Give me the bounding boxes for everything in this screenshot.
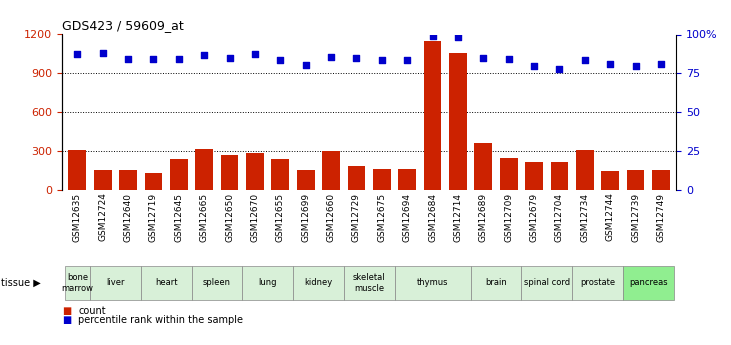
Text: spleen: spleen xyxy=(203,278,231,287)
Point xyxy=(553,67,565,72)
Point xyxy=(275,58,287,63)
Point xyxy=(72,51,83,57)
Text: brain: brain xyxy=(485,278,507,287)
Text: count: count xyxy=(78,306,106,316)
Point xyxy=(655,61,667,66)
Text: ■: ■ xyxy=(62,306,72,316)
Point xyxy=(529,63,540,68)
Bar xyxy=(170,159,188,190)
Text: tissue ▶: tissue ▶ xyxy=(1,278,40,288)
Bar xyxy=(626,170,645,190)
Text: percentile rank within the sample: percentile rank within the sample xyxy=(78,315,243,325)
Point xyxy=(325,55,337,60)
Bar xyxy=(119,170,137,190)
Point xyxy=(629,63,641,68)
Bar xyxy=(271,159,289,190)
Bar xyxy=(525,162,543,190)
Bar xyxy=(246,153,264,190)
Point xyxy=(579,58,591,63)
Bar xyxy=(347,167,366,190)
Bar xyxy=(449,52,467,190)
Point xyxy=(452,34,463,40)
Bar xyxy=(221,156,238,190)
Bar xyxy=(398,169,416,190)
Bar xyxy=(94,170,112,190)
Point xyxy=(122,56,134,62)
Text: pancreas: pancreas xyxy=(629,278,667,287)
Point xyxy=(198,52,210,58)
Bar xyxy=(500,158,518,190)
Point xyxy=(224,55,235,61)
Bar xyxy=(297,170,314,190)
Text: bone
marrow: bone marrow xyxy=(61,273,94,293)
Bar xyxy=(373,169,391,190)
Text: spinal cord: spinal cord xyxy=(523,278,570,287)
Bar xyxy=(424,41,442,190)
Bar xyxy=(474,143,492,190)
Text: lung: lung xyxy=(259,278,277,287)
Text: heart: heart xyxy=(155,278,178,287)
Point xyxy=(97,50,109,55)
Point xyxy=(401,58,413,63)
Text: liver: liver xyxy=(106,278,125,287)
Bar xyxy=(550,162,568,190)
Point xyxy=(605,61,616,67)
Text: prostate: prostate xyxy=(580,278,615,287)
Point xyxy=(427,34,439,39)
Text: ■: ■ xyxy=(62,315,72,325)
Bar xyxy=(145,173,162,190)
Point xyxy=(173,56,185,62)
Text: GDS423 / 59609_at: GDS423 / 59609_at xyxy=(62,19,184,32)
Text: kidney: kidney xyxy=(304,278,333,287)
Text: thymus: thymus xyxy=(417,278,448,287)
Bar xyxy=(69,150,86,190)
Bar xyxy=(652,170,670,190)
Point xyxy=(351,55,363,61)
Point xyxy=(477,55,489,61)
Point xyxy=(376,58,387,63)
Bar xyxy=(195,149,213,190)
Bar xyxy=(602,171,619,190)
Point xyxy=(300,62,311,68)
Point xyxy=(503,56,515,62)
Point xyxy=(249,51,261,57)
Point xyxy=(148,56,159,62)
Text: skeletal
muscle: skeletal muscle xyxy=(353,273,385,293)
Bar xyxy=(576,150,594,190)
Bar xyxy=(322,151,340,190)
